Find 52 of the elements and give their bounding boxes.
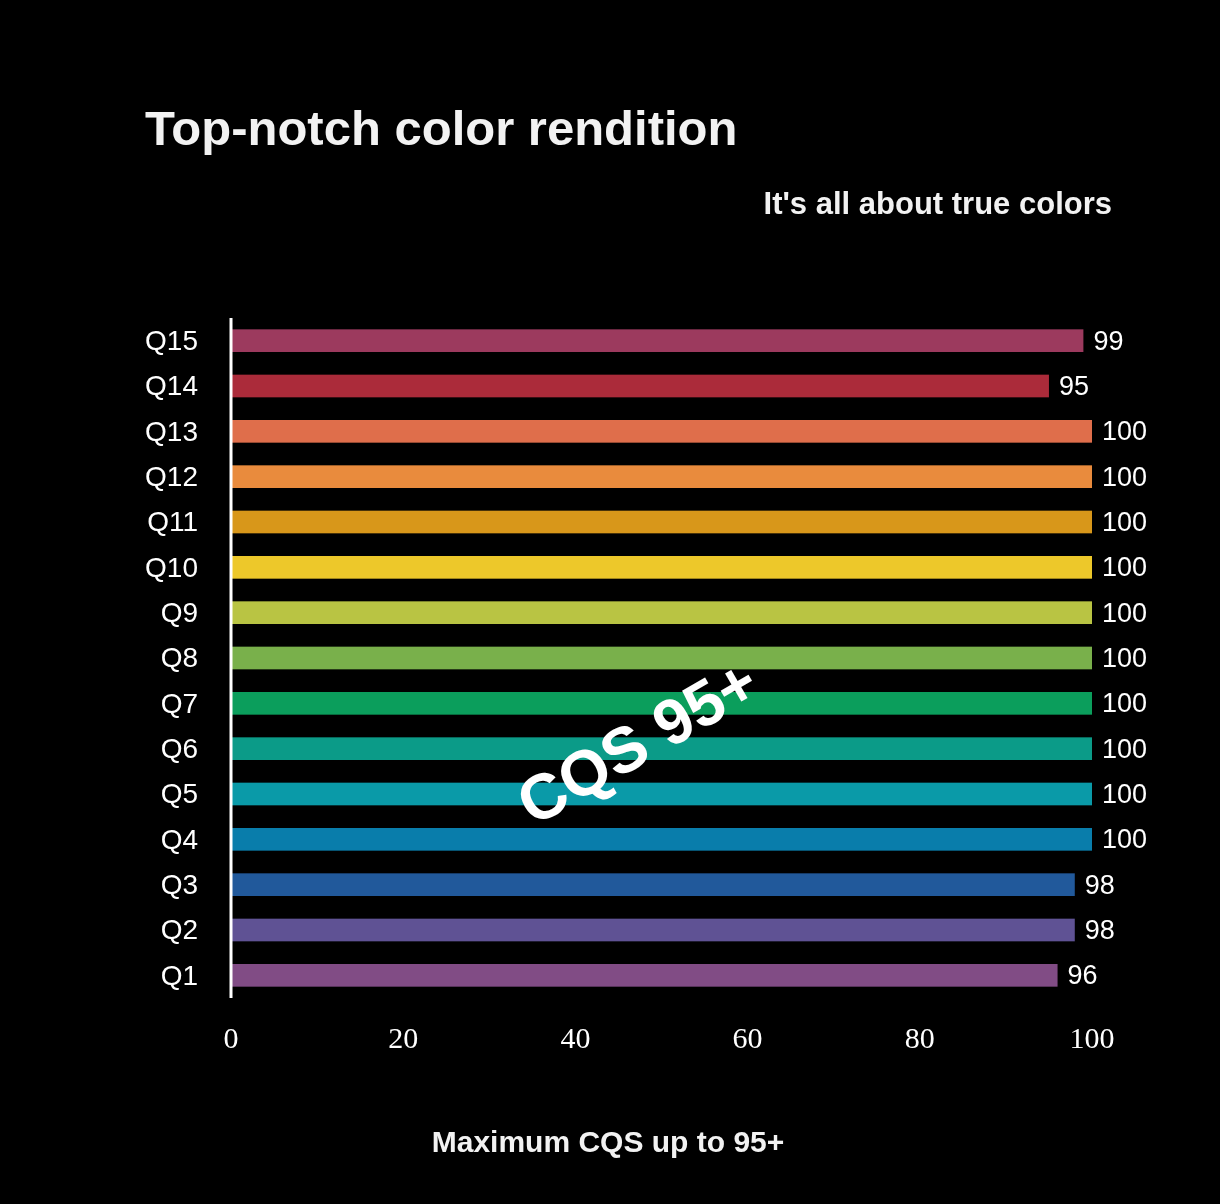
y-tick-label: Q10 xyxy=(145,551,198,583)
bar xyxy=(231,374,1049,398)
bar xyxy=(231,556,1092,579)
bar xyxy=(231,918,1075,942)
x-tick-label: 20 xyxy=(388,1021,419,1054)
bar xyxy=(231,420,1092,443)
bar xyxy=(231,510,1092,534)
y-tick-label: Q8 xyxy=(160,642,198,674)
y-tick-label: Q1 xyxy=(160,959,198,991)
x-tick-label: 40 xyxy=(560,1021,591,1054)
data-label: 100 xyxy=(1102,824,1148,855)
bar xyxy=(231,964,1058,987)
y-tick-label: Q3 xyxy=(160,869,198,901)
y-tick-label: Q9 xyxy=(160,597,198,629)
x-axis-title: Maximum CQS up to 95+ xyxy=(431,1125,785,1158)
bar xyxy=(231,646,1092,670)
data-label: 100 xyxy=(1102,461,1148,492)
y-tick-label: Q6 xyxy=(160,733,198,765)
y-tick-label: Q12 xyxy=(145,461,198,493)
data-label: 100 xyxy=(1102,733,1148,764)
y-tick-label: Q14 xyxy=(145,370,198,402)
x-tick-label: 100 xyxy=(1069,1021,1115,1054)
annotation: CQS 95+ xyxy=(504,644,771,840)
data-label: 95 xyxy=(1058,371,1089,402)
data-label: 100 xyxy=(1102,688,1148,719)
data-label: 100 xyxy=(1102,597,1148,628)
y-tick-label: Q7 xyxy=(160,687,198,719)
y-tick-label: Q4 xyxy=(160,823,198,855)
chart-title: Top-notch color rendition xyxy=(145,101,738,155)
bar xyxy=(231,873,1075,896)
bar xyxy=(231,601,1092,624)
y-tick-label: Q11 xyxy=(147,506,198,538)
y-tick-label: Q2 xyxy=(160,914,198,946)
x-tick-label: 80 xyxy=(904,1021,935,1054)
y-tick-label: Q15 xyxy=(145,325,198,357)
chart-subtitle: It's all about true colors xyxy=(763,186,1112,221)
y-tick-label: Q13 xyxy=(145,415,198,447)
bar xyxy=(231,329,1084,352)
data-label: 98 xyxy=(1084,915,1115,946)
data-label: 100 xyxy=(1102,552,1148,583)
data-label: 100 xyxy=(1102,416,1148,447)
data-label: 99 xyxy=(1093,325,1124,356)
data-label: 98 xyxy=(1084,869,1115,900)
bar xyxy=(231,828,1092,851)
data-label: 100 xyxy=(1102,643,1148,674)
data-label: 96 xyxy=(1067,960,1098,991)
y-tick-label: Q5 xyxy=(160,778,198,810)
x-tick-label: 0 xyxy=(223,1021,239,1054)
data-label: 100 xyxy=(1102,507,1148,538)
data-label: 100 xyxy=(1102,779,1148,810)
bar xyxy=(231,465,1092,488)
x-tick-label: 60 xyxy=(732,1021,763,1054)
